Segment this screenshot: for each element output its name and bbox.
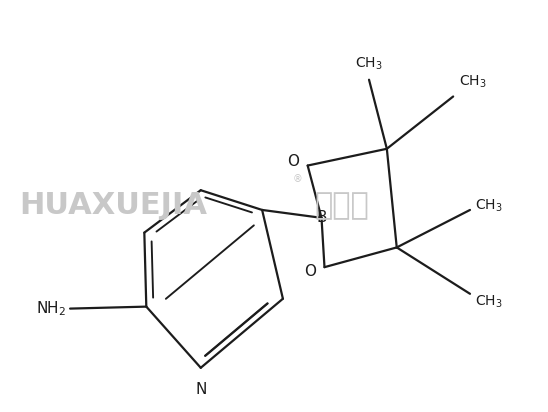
- Text: CH$_3$: CH$_3$: [476, 198, 503, 214]
- Text: CH$_3$: CH$_3$: [476, 294, 503, 310]
- Text: O: O: [288, 154, 300, 169]
- Text: HUAXUEJIA: HUAXUEJIA: [19, 192, 207, 220]
- Text: B: B: [316, 211, 327, 225]
- Text: CH$_3$: CH$_3$: [355, 55, 383, 72]
- Text: NH$_2$: NH$_2$: [36, 299, 66, 318]
- Text: O: O: [304, 264, 316, 279]
- Text: CH$_3$: CH$_3$: [459, 74, 486, 90]
- Text: N: N: [195, 382, 207, 397]
- Text: 化学加: 化学加: [315, 192, 369, 220]
- Text: ®: ®: [293, 175, 302, 185]
